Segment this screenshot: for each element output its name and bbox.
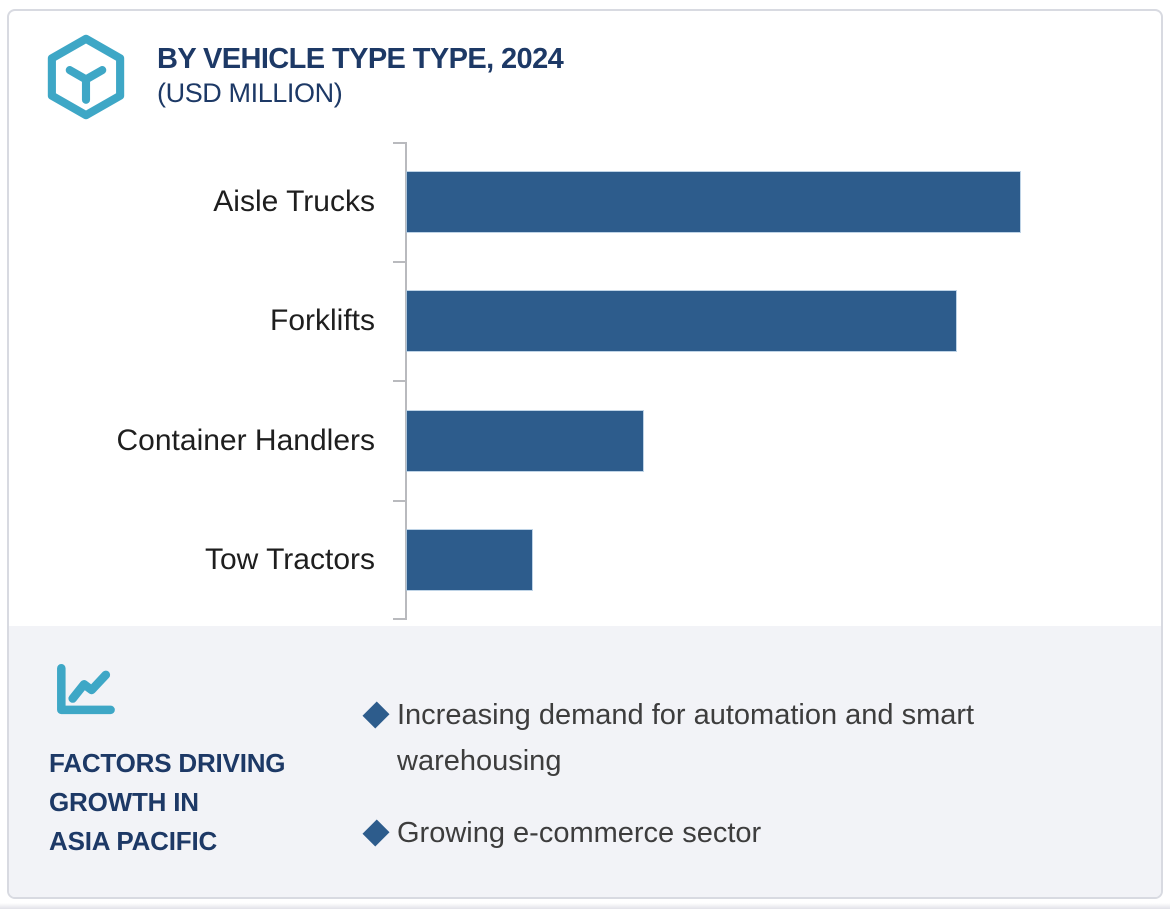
chart-header: BY VEHICLE TYPE TYPE, 2024 (USD MILLION) bbox=[47, 33, 564, 121]
factors-title-line: FACTORS DRIVING bbox=[49, 748, 286, 778]
bullet-text: Increasing demand for automation and sma… bbox=[397, 699, 975, 777]
factors-bullet-list: Increasing demand for automation and sma… bbox=[362, 692, 1045, 856]
chart-title: BY VEHICLE TYPE TYPE, 2024 bbox=[157, 43, 564, 75]
diamond-bullet-icon bbox=[362, 701, 390, 729]
bar-label: Container Handlers bbox=[116, 423, 375, 457]
bar-rows: Aisle Trucks Forklifts Container Handlers T… bbox=[9, 142, 1161, 620]
bar-label: Tow Tractors bbox=[204, 543, 375, 577]
bar bbox=[407, 171, 1020, 232]
infographic-card: BY VEHICLE TYPE TYPE, 2024 (USD MILLION)… bbox=[7, 9, 1163, 899]
bullet-item: Growing e-commerce sector bbox=[362, 810, 1045, 856]
bar-row: Forklifts bbox=[9, 262, 1161, 382]
factors-title-line: ASIA PACIFIC bbox=[49, 826, 218, 856]
bar-row: Aisle Trucks bbox=[9, 142, 1161, 262]
hexagon-cube-icon bbox=[47, 34, 125, 120]
bar-label: Aisle Trucks bbox=[213, 184, 375, 218]
factors-title: FACTORS DRIVING GROWTH IN ASIA PACIFIC bbox=[49, 744, 286, 861]
diamond-bullet-icon bbox=[362, 819, 390, 847]
bar-chart: Aisle Trucks Forklifts Container Handlers T… bbox=[9, 142, 1161, 620]
axis-tick bbox=[393, 260, 405, 263]
factors-title-line: GROWTH IN bbox=[49, 787, 199, 817]
bar bbox=[407, 291, 956, 352]
line-chart-icon bbox=[57, 663, 115, 715]
chart-subtitle: (USD MILLION) bbox=[157, 78, 343, 108]
header-text-block: BY VEHICLE TYPE TYPE, 2024 (USD MILLION) bbox=[157, 33, 564, 110]
factors-panel: FACTORS DRIVING GROWTH IN ASIA PACIFIC I… bbox=[9, 626, 1161, 897]
bullet-text: Growing e-commerce sector bbox=[397, 817, 762, 849]
axis-tick bbox=[393, 499, 405, 502]
axis-tick bbox=[393, 618, 405, 620]
bullet-item: Increasing demand for automation and sma… bbox=[362, 692, 1045, 784]
bar bbox=[407, 410, 643, 471]
y-axis-line bbox=[405, 142, 407, 620]
bar bbox=[407, 530, 532, 591]
page-bottom-shade bbox=[0, 903, 1170, 909]
bar-label: Forklifts bbox=[270, 304, 375, 338]
bar-row: Tow Tractors bbox=[9, 501, 1161, 621]
axis-tick bbox=[393, 380, 405, 382]
bar-row: Container Handlers bbox=[9, 381, 1161, 501]
axis-tick bbox=[393, 142, 405, 144]
